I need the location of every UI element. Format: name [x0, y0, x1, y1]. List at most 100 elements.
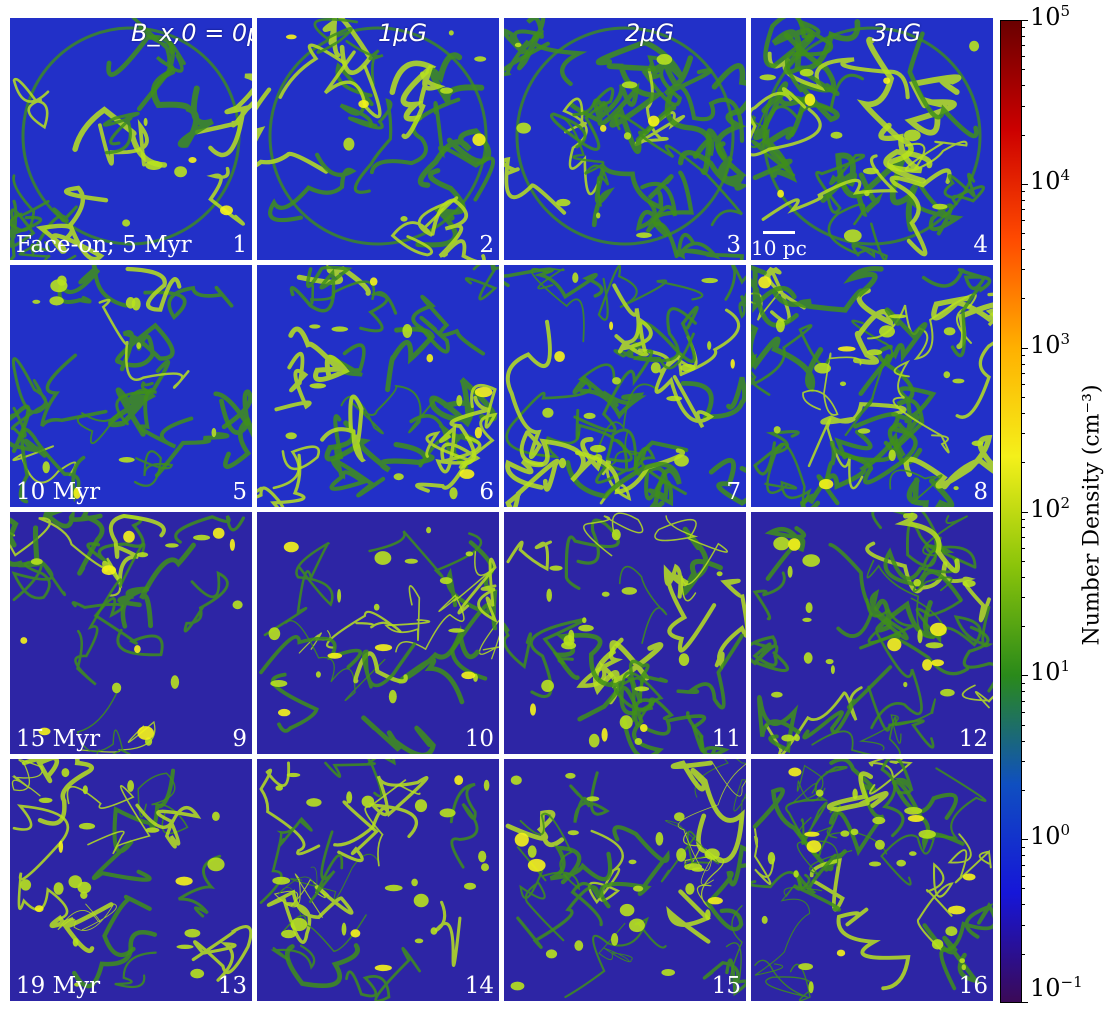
panel-number-15: 15 — [711, 973, 741, 999]
colorbar-minor-tick — [1022, 597, 1025, 599]
colorbar-tick-label: 100 — [1030, 821, 1071, 851]
density-panel-12: 12 — [751, 512, 993, 754]
panel-number-1: 1 — [232, 232, 247, 258]
colorbar-minor-tick — [1022, 269, 1025, 271]
density-map-13 — [10, 759, 252, 1001]
colorbar-tick — [1022, 839, 1028, 841]
density-map-14 — [257, 759, 499, 1001]
colorbar-minor-tick — [1022, 298, 1025, 300]
panel-number-2: 2 — [479, 232, 494, 258]
density-map-9 — [10, 512, 252, 754]
scale-bar-label: 10 pc — [751, 236, 807, 260]
density-panel-5: 10 Myr 5 — [10, 265, 252, 507]
colorbar-minor-tick — [1022, 209, 1025, 211]
colorbar-minor-tick — [1022, 700, 1025, 702]
density-map-8 — [751, 265, 993, 507]
colorbar-tick — [1022, 183, 1028, 185]
density-panel-13: 19 Myr 13 — [10, 759, 252, 1001]
row-label-2: 10 Myr — [16, 479, 101, 505]
panel-number-7: 7 — [726, 479, 741, 505]
density-panel-1: B_x,0 = 0μG Face-on; 5 Myr 1 — [10, 18, 252, 260]
panel-number-9: 9 — [232, 726, 247, 752]
colorbar-minor-tick — [1022, 355, 1025, 357]
colorbar-minor-tick — [1022, 35, 1025, 37]
colorbar-tick — [1022, 20, 1028, 21]
colorbar-minor-tick — [1022, 220, 1025, 222]
density-panel-15: 15 — [504, 759, 746, 1001]
colorbar-minor-tick — [1022, 789, 1025, 791]
colorbar-minor-tick — [1022, 105, 1025, 107]
colorbar-minor-tick — [1022, 412, 1025, 414]
column-title-4: 3μG — [872, 19, 922, 47]
density-map-5 — [10, 265, 252, 507]
colorbar-tick-label: 101 — [1030, 657, 1071, 687]
colorbar-minor-tick — [1022, 760, 1025, 762]
colorbar-tick-label: 103 — [1030, 329, 1071, 359]
density-map-4 — [751, 18, 993, 260]
panel-number-10: 10 — [464, 726, 494, 752]
colorbar-minor-tick — [1022, 904, 1025, 906]
panel-number-8: 8 — [973, 479, 988, 505]
colorbar-minor-tick — [1022, 875, 1025, 877]
colorbar-minor-tick — [1022, 527, 1025, 529]
density-map-12 — [751, 512, 993, 754]
density-panel-3: 2μG 3 — [504, 18, 746, 260]
colorbar-minor-tick — [1022, 924, 1025, 926]
column-title-1: B_x,0 = 0μG — [131, 19, 252, 47]
density-panel-11: 11 — [504, 512, 746, 754]
colorbar-minor-tick — [1022, 576, 1025, 578]
colorbar-minor-tick — [1022, 396, 1025, 398]
colorbar-tick — [1022, 675, 1028, 677]
colorbar-minor-tick — [1022, 69, 1025, 71]
colorbar-minor-tick — [1022, 433, 1025, 435]
colorbar-minor-tick — [1022, 691, 1025, 693]
density-map-10 — [257, 512, 499, 754]
row-label-4: 19 Myr — [16, 973, 101, 999]
panel-number-11: 11 — [711, 726, 741, 752]
density-panel-7: 7 — [504, 265, 746, 507]
density-map-1 — [10, 18, 252, 260]
density-panel-16: 16 — [751, 759, 993, 1001]
panel-number-13: 13 — [217, 973, 247, 999]
colorbar-minor-tick — [1022, 724, 1025, 726]
colorbar-minor-tick — [1022, 518, 1025, 520]
panel-number-12: 12 — [958, 726, 988, 752]
colorbar-minor-tick — [1022, 85, 1025, 87]
density-panel-14: 14 — [257, 759, 499, 1001]
density-panel-10: 10 — [257, 512, 499, 754]
density-map-3 — [504, 18, 746, 260]
panel-number-16: 16 — [958, 973, 988, 999]
colorbar-minor-tick — [1022, 846, 1025, 848]
density-panel-8: 8 — [751, 265, 993, 507]
colorbar-tick-label: 10−1 — [1030, 973, 1083, 1002]
colorbar-tick — [1022, 347, 1028, 349]
colorbar-minor-tick — [1022, 864, 1025, 866]
colorbar-tick-label: 102 — [1030, 493, 1071, 523]
colorbar-minor-tick — [1022, 682, 1025, 684]
density-panel-9: 15 Myr 9 — [10, 512, 252, 754]
colorbar-title: Number Density (cm⁻³) — [1079, 384, 1105, 646]
colorbar-minor-tick — [1022, 953, 1025, 955]
column-title-2: 1μG — [378, 19, 428, 47]
colorbar-tick — [1022, 1002, 1028, 1003]
panel-number-4: 4 — [973, 232, 988, 258]
colorbar-minor-tick — [1022, 536, 1025, 538]
density-panel-4: 3μG 4 10 pc — [751, 18, 993, 260]
colorbar-tick-label: 104 — [1030, 165, 1071, 195]
panel-number-6: 6 — [479, 479, 494, 505]
density-map-15 — [504, 759, 746, 1001]
row-label-1: Face-on; 5 Myr — [16, 232, 192, 258]
colorbar-minor-tick — [1022, 27, 1025, 29]
density-map-6 — [257, 265, 499, 507]
colorbar-minor-tick — [1022, 711, 1025, 713]
colorbar-minor-tick — [1022, 45, 1025, 47]
scale-bar — [763, 231, 795, 234]
density-panel-6: 6 — [257, 265, 499, 507]
colorbar-minor-tick — [1022, 888, 1025, 890]
colorbar-minor-tick — [1022, 249, 1025, 251]
density-panel-2: 1μG 2 — [257, 18, 499, 260]
colorbar-tick-label: 105 — [1030, 2, 1071, 31]
panel-number-3: 3 — [726, 232, 741, 258]
panel-number-14: 14 — [464, 973, 494, 999]
colorbar-minor-tick — [1022, 855, 1025, 857]
